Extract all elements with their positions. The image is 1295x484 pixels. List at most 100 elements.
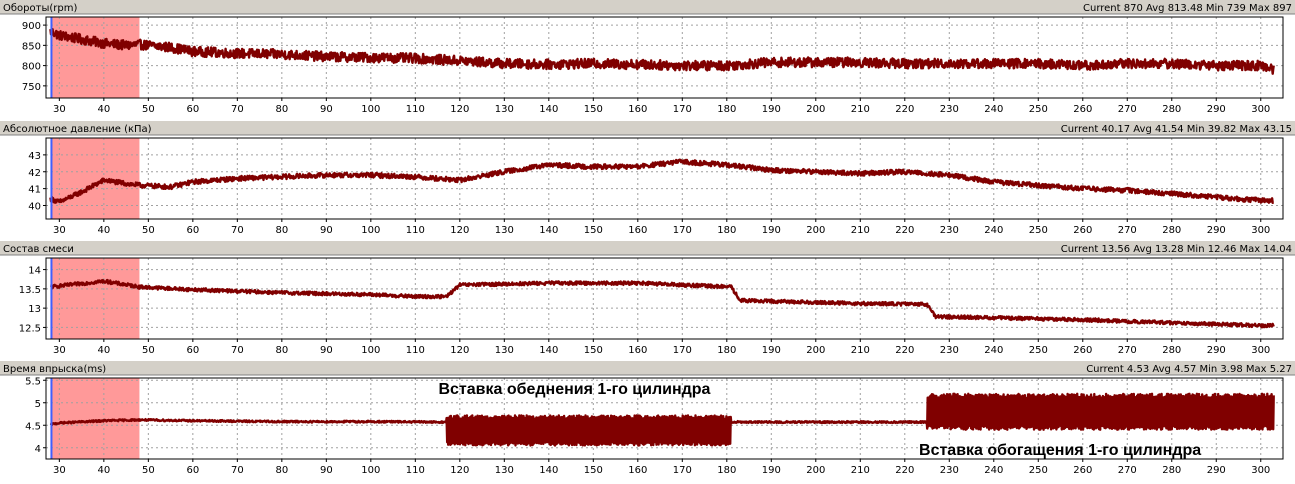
- x-tick-label: 190: [762, 465, 781, 476]
- x-tick-label: 250: [1029, 465, 1048, 476]
- x-tick-label: 140: [539, 465, 558, 476]
- x-tick-label: 120: [450, 225, 469, 236]
- x-tick-label: 30: [53, 104, 66, 115]
- x-tick-label: 210: [851, 345, 870, 356]
- x-tick-label: 200: [806, 104, 825, 115]
- plot-area: [45, 16, 1284, 99]
- x-tick-label: 270: [1118, 104, 1137, 115]
- chart-panel-1: Обороты(rpm) Current 870 Avg 813.48 Min 7…: [0, 0, 1295, 115]
- series-line: [49, 278, 1275, 329]
- x-tick-label: 220: [895, 225, 914, 236]
- x-tick-label: 150: [584, 345, 603, 356]
- series-line: [49, 392, 1275, 447]
- x-tick-label: 30: [53, 225, 66, 236]
- y-tick-label: 5: [35, 399, 41, 410]
- x-tick-label: 180: [717, 104, 736, 115]
- x-tick-label: 220: [895, 104, 914, 115]
- y-tick-label: 13: [28, 304, 41, 315]
- x-tick-label: 160: [628, 104, 647, 115]
- x-tick-label: 140: [539, 345, 558, 356]
- x-tick-label: 80: [275, 225, 288, 236]
- x-tick-label: 110: [406, 104, 425, 115]
- x-tick-label: 140: [539, 225, 558, 236]
- y-tick-label: 4: [35, 444, 41, 455]
- x-tick-label: 260: [1073, 345, 1092, 356]
- panel-stats: Current 870 Avg 813.48 Min 739 Max 897: [1083, 3, 1292, 14]
- x-tick-label: 280: [1162, 465, 1181, 476]
- x-tick-label: 110: [406, 225, 425, 236]
- x-tick-label: 240: [984, 225, 1003, 236]
- x-tick-label: 100: [361, 465, 380, 476]
- x-tick-label: 240: [984, 465, 1003, 476]
- series-line: [49, 158, 1275, 204]
- chart-panel-3: Состав смеси Current 13.56 Avg 13.28 Min …: [0, 241, 1295, 356]
- x-tick-label: 270: [1118, 465, 1137, 476]
- series-line: [49, 28, 1275, 75]
- chart-panel-4: Время впрыска(ms) Current 4.53 Avg 4.57 M…: [0, 361, 1295, 476]
- x-tick-label: 50: [142, 345, 155, 356]
- chart-panel-2: Абсолютное давление (кПа) Current 40.17 A…: [0, 121, 1295, 236]
- x-tick-label: 40: [97, 225, 110, 236]
- x-tick-label: 160: [628, 225, 647, 236]
- highlight-region: [50, 17, 140, 98]
- x-tick-label: 170: [673, 104, 692, 115]
- x-tick-label: 240: [984, 104, 1003, 115]
- x-tick-label: 180: [717, 225, 736, 236]
- x-tick-label: 160: [628, 465, 647, 476]
- x-tick-label: 70: [231, 345, 244, 356]
- y-tick-label: 850: [22, 41, 41, 52]
- x-tick-label: 50: [142, 465, 155, 476]
- x-tick-label: 260: [1073, 104, 1092, 115]
- x-tick-label: 220: [895, 345, 914, 356]
- x-tick-label: 100: [361, 225, 380, 236]
- panel-header: [0, 121, 1295, 135]
- x-tick-label: 140: [539, 104, 558, 115]
- y-tick-label: 4.5: [25, 421, 41, 432]
- x-tick-label: 70: [231, 104, 244, 115]
- x-tick-label: 250: [1029, 104, 1048, 115]
- x-tick-label: 250: [1029, 345, 1048, 356]
- x-tick-label: 270: [1118, 225, 1137, 236]
- y-tick-label: 42: [28, 168, 41, 179]
- x-tick-label: 180: [717, 345, 736, 356]
- x-tick-label: 280: [1162, 104, 1181, 115]
- x-tick-label: 150: [584, 104, 603, 115]
- x-tick-label: 300: [1251, 104, 1270, 115]
- plot-area: [45, 377, 1284, 460]
- x-tick-label: 180: [717, 465, 736, 476]
- panel-header: [0, 0, 1295, 14]
- x-tick-label: 300: [1251, 345, 1270, 356]
- x-tick-label: 70: [231, 465, 244, 476]
- x-tick-label: 60: [186, 225, 199, 236]
- y-tick-label: 900: [22, 21, 41, 32]
- x-tick-label: 290: [1207, 104, 1226, 115]
- y-tick-label: 800: [22, 62, 41, 73]
- x-tick-label: 260: [1073, 225, 1092, 236]
- x-tick-label: 260: [1073, 465, 1092, 476]
- x-tick-label: 210: [851, 465, 870, 476]
- x-tick-label: 150: [584, 225, 603, 236]
- x-tick-label: 190: [762, 104, 781, 115]
- x-tick-label: 40: [97, 104, 110, 115]
- x-tick-label: 210: [851, 225, 870, 236]
- x-tick-label: 150: [584, 465, 603, 476]
- x-tick-label: 50: [142, 104, 155, 115]
- y-tick-label: 41: [28, 185, 41, 196]
- panel-title: Абсолютное давление (кПа): [3, 124, 152, 135]
- highlight-region: [50, 138, 140, 219]
- annotation-label: Вставка обогащения 1-го цилиндра: [919, 442, 1201, 459]
- x-tick-label: 290: [1207, 225, 1226, 236]
- x-tick-label: 290: [1207, 465, 1226, 476]
- x-tick-label: 120: [450, 345, 469, 356]
- highlight-region: [50, 258, 140, 339]
- x-tick-label: 80: [275, 104, 288, 115]
- x-tick-label: 190: [762, 225, 781, 236]
- x-tick-label: 230: [940, 345, 959, 356]
- x-tick-label: 130: [495, 225, 514, 236]
- y-tick-label: 40: [28, 202, 41, 213]
- x-tick-label: 190: [762, 345, 781, 356]
- panel-header: [0, 361, 1295, 375]
- y-tick-label: 5.5: [25, 376, 41, 387]
- x-tick-label: 60: [186, 345, 199, 356]
